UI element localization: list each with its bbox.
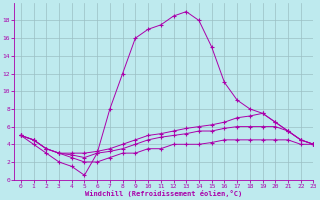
X-axis label: Windchill (Refroidissement éolien,°C): Windchill (Refroidissement éolien,°C) bbox=[85, 190, 243, 197]
